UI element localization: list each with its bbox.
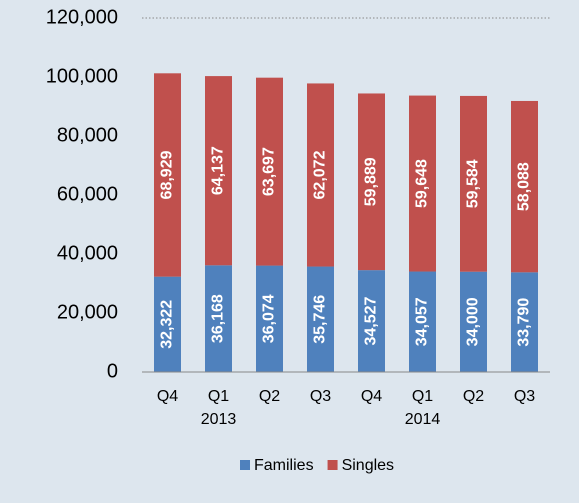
y-tick-label: 100,000 [46,65,118,87]
data-label: 59,584 [465,159,482,208]
x-tick-label: Q3 [310,388,331,405]
data-label: 36,168 [210,294,227,343]
data-label: 35,746 [312,295,329,344]
data-label: 63,697 [261,147,278,196]
data-label: 36,074 [261,294,278,343]
data-label: 34,527 [363,297,380,346]
x-group-label: 2013 [201,411,237,428]
data-label: 62,072 [312,150,329,199]
bar-segment [256,77,283,266]
x-tick-label: Q3 [514,388,535,405]
y-tick-label: 40,000 [57,242,118,264]
bar-segment [409,95,436,272]
x-group-label: 2014 [405,411,441,428]
data-label: 59,648 [414,159,431,208]
bar-segment [460,95,487,272]
legend-label: Singles [342,457,394,474]
y-tick-label: 0 [107,360,118,382]
data-label: 58,088 [516,162,533,211]
data-label: 68,929 [159,150,176,199]
data-label: 33,790 [516,298,533,347]
data-label: 32,322 [159,300,176,349]
legend-label: Families [254,457,314,474]
legend-swatch [240,460,250,470]
bar-segment [358,93,385,271]
y-tick-label: 80,000 [57,124,118,146]
bar-segment [256,265,283,372]
x-tick-label: Q1 [412,388,433,405]
bar-segment [460,271,487,372]
data-label: 64,137 [210,146,227,195]
y-tick-label: 60,000 [57,183,118,205]
x-tick-label: Q4 [157,388,178,405]
x-tick-label: Q2 [463,388,484,405]
bar-segment [205,265,232,372]
bar-segment [307,266,334,372]
y-tick-label: 120,000 [46,6,118,28]
x-tick-label: Q2 [259,388,280,405]
legend-swatch [327,460,338,470]
data-label: 34,000 [465,297,482,346]
bar-segment [511,100,538,273]
bar-segment [154,276,181,372]
data-label: 34,057 [414,297,431,346]
bar-segment [409,271,436,372]
bar-segment [511,272,538,372]
bar-segment [154,73,181,277]
bar-segment [358,270,385,372]
bar-segment [307,83,334,267]
x-tick-label: Q1 [208,388,229,405]
y-tick-label: 20,000 [57,301,118,323]
bar-segment [205,76,232,266]
x-tick-label: Q4 [361,388,382,405]
data-label: 59,889 [363,157,380,206]
